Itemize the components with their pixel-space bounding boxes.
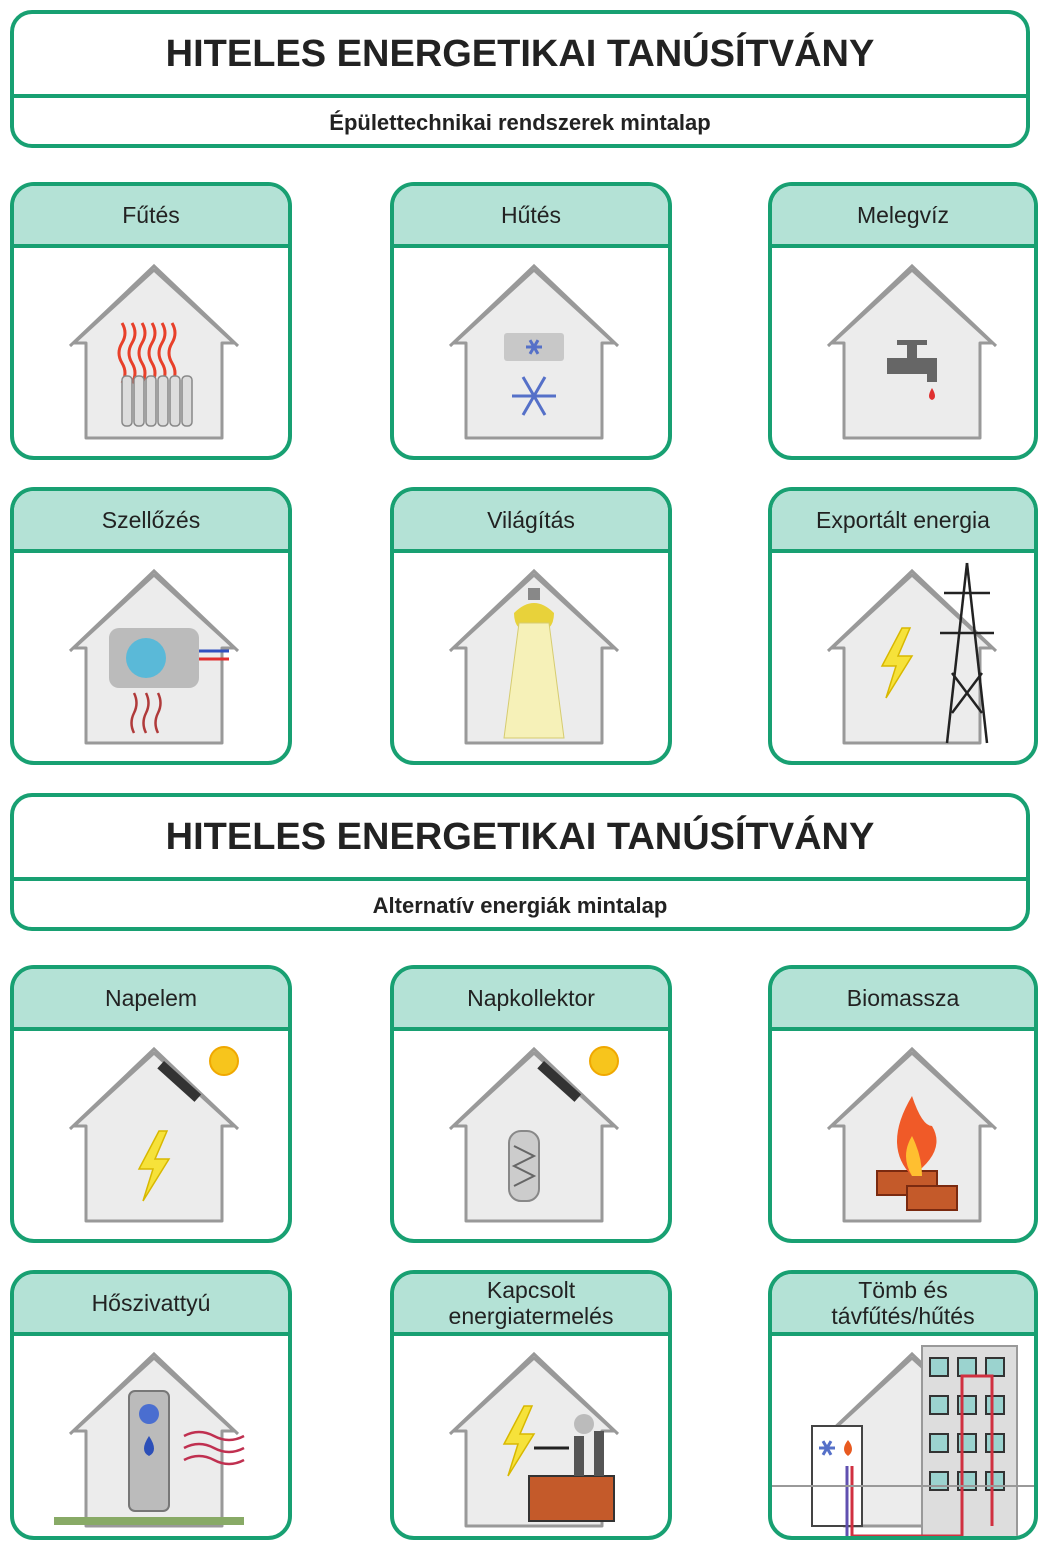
card: Napelem xyxy=(10,965,292,1243)
icon-shape xyxy=(146,376,156,426)
card: Melegvíz xyxy=(768,182,1038,460)
icon-shape xyxy=(134,376,144,426)
card-header: Szellőzés xyxy=(14,491,288,553)
icon xyxy=(14,1336,292,1540)
card: Napkollektor xyxy=(390,965,672,1243)
card-header: Tömb éstávfűtés/hűtés xyxy=(772,1274,1034,1336)
icon xyxy=(772,553,1038,765)
card-header: Melegvíz xyxy=(772,186,1034,248)
icon xyxy=(772,1031,1038,1243)
icon-shape xyxy=(907,1186,957,1210)
icon-shape xyxy=(574,1436,584,1476)
icon-shape xyxy=(832,575,992,743)
icon-shape xyxy=(986,1434,1004,1452)
card-label: távfűtés/hűtés xyxy=(831,1303,974,1329)
icon-shape xyxy=(210,1047,238,1075)
icon-shape xyxy=(812,1426,862,1526)
icon-shape xyxy=(590,1047,618,1075)
icon-shape xyxy=(986,1396,1004,1414)
card-label: Hőszivattyú xyxy=(92,1290,211,1316)
card-label: energiatermelés xyxy=(449,1303,614,1329)
icon-shape xyxy=(930,1358,948,1376)
icon-shape xyxy=(126,638,166,678)
icon xyxy=(14,1031,292,1243)
card-label: Napkollektor xyxy=(467,985,595,1011)
icon-shape xyxy=(122,376,132,426)
card: Világítás xyxy=(390,487,672,765)
icon-shape xyxy=(529,1476,614,1521)
icon-shape xyxy=(930,1396,948,1414)
card: Hűtés xyxy=(390,182,672,460)
icon-shape xyxy=(528,588,540,600)
card-label: Biomassza xyxy=(847,985,959,1011)
card: Szellőzés xyxy=(10,487,292,765)
card-header: Világítás xyxy=(394,491,668,553)
card-header: Fűtés xyxy=(14,186,288,248)
icon-shape xyxy=(74,1053,234,1221)
card-header: Hőszivattyú xyxy=(14,1274,288,1336)
icon-shape xyxy=(897,340,927,345)
icon-shape xyxy=(986,1358,1004,1376)
card-label: Kapcsolt xyxy=(487,1277,575,1303)
card-label: Exportált energia xyxy=(816,507,990,533)
icon-shape xyxy=(907,343,917,358)
page: HITELES ENERGETIKAI TANÚSÍTVÁNYÉpülettec… xyxy=(0,0,1041,1544)
icon-shape xyxy=(594,1431,604,1476)
icon xyxy=(14,248,292,460)
subtitle: Épülettechnikai rendszerek mintalap xyxy=(14,98,1026,148)
card-header: Biomassza xyxy=(772,969,1034,1031)
icon xyxy=(14,553,292,765)
icon-shape xyxy=(986,1472,1004,1490)
card-label: Melegvíz xyxy=(857,202,949,228)
card-header: Napelem xyxy=(14,969,288,1031)
subtitle: Alternatív energiák mintalap xyxy=(14,881,1026,931)
card-label: Hűtés xyxy=(501,202,561,228)
icon-shape xyxy=(930,1434,948,1452)
card: Fűtés xyxy=(10,182,292,460)
card: Hőszivattyú xyxy=(10,1270,292,1540)
card-label: Tömb és xyxy=(858,1277,947,1303)
icon-shape xyxy=(927,366,937,382)
title: HITELES ENERGETIKAI TANÚSÍTVÁNY xyxy=(14,14,1026,98)
card-label: Szellőzés xyxy=(102,507,200,533)
icon xyxy=(394,248,672,460)
card-header: Exportált energia xyxy=(772,491,1034,553)
card-header: Hűtés xyxy=(394,186,668,248)
card-label: Fűtés xyxy=(122,202,180,228)
card-label: Napelem xyxy=(105,985,197,1011)
icon-shape xyxy=(139,1404,159,1424)
icon-shape xyxy=(574,1414,594,1434)
card-label: Világítás xyxy=(487,507,575,533)
card-header: Napkollektor xyxy=(394,969,668,1031)
icon-shape xyxy=(170,376,180,426)
icon xyxy=(772,248,1038,460)
icon xyxy=(394,1031,672,1243)
icon xyxy=(394,1336,672,1540)
card: Biomassza xyxy=(768,965,1038,1243)
icon xyxy=(394,553,672,765)
card: Exportált energia xyxy=(768,487,1038,765)
icon-shape xyxy=(182,376,192,426)
icon-shape xyxy=(930,1472,948,1490)
icon-shape xyxy=(158,376,168,426)
icon xyxy=(772,1336,1038,1540)
title: HITELES ENERGETIKAI TANÚSÍTVÁNY xyxy=(14,797,1026,881)
icon-shape xyxy=(958,1358,976,1376)
